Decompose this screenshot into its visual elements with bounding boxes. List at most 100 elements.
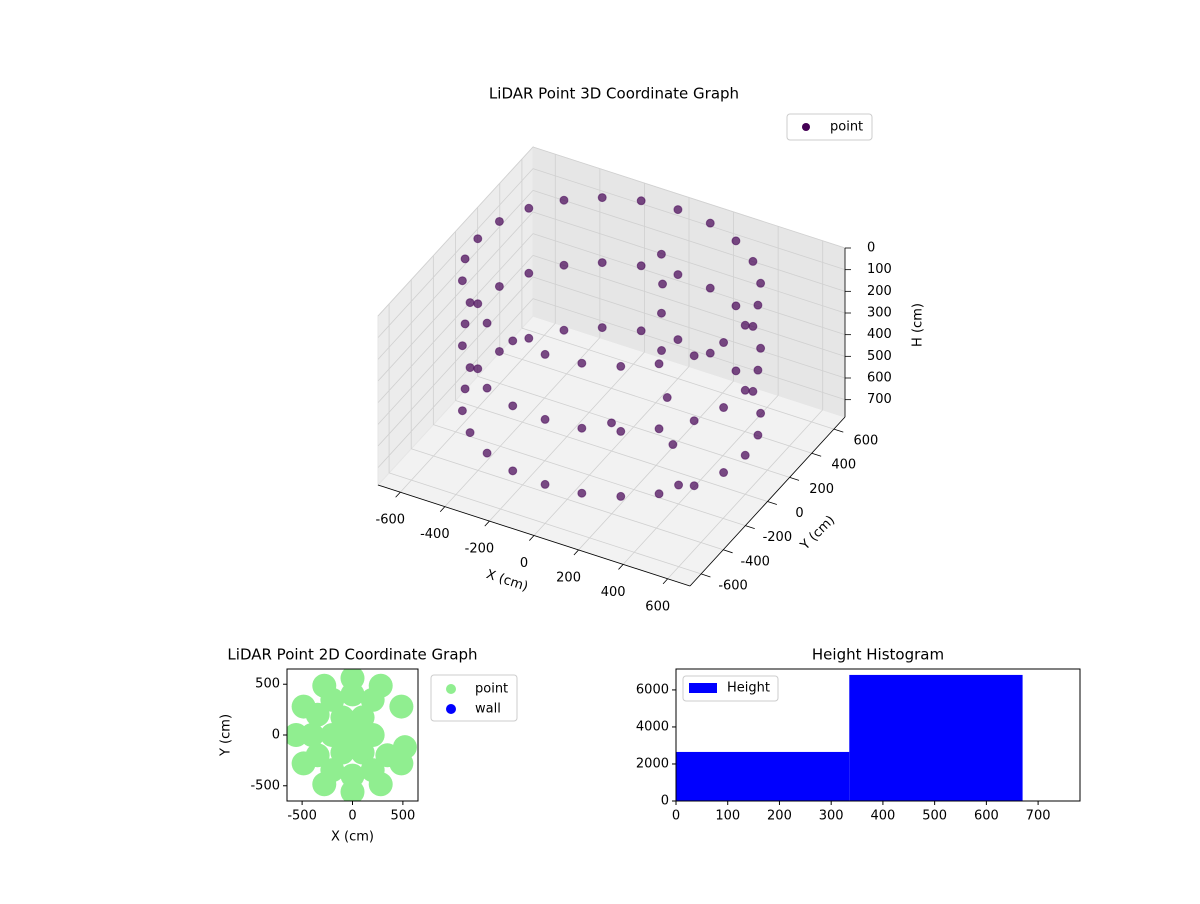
point xyxy=(636,196,646,206)
point xyxy=(508,466,518,476)
point xyxy=(656,249,666,259)
point xyxy=(559,325,569,335)
point xyxy=(291,751,316,776)
y-tick-label: -500 xyxy=(250,778,280,793)
point xyxy=(756,408,766,418)
point xyxy=(616,491,626,501)
point xyxy=(740,320,750,330)
point xyxy=(731,236,741,246)
x-tick-label: 500 xyxy=(390,809,415,824)
point xyxy=(756,278,766,288)
point xyxy=(616,426,626,436)
y-grid-line xyxy=(455,400,768,502)
point xyxy=(368,673,393,698)
x-tick-label: 100 xyxy=(715,809,740,824)
x-tick-mark xyxy=(439,506,446,512)
z-tick-label: 300 xyxy=(867,306,892,321)
point xyxy=(350,740,375,765)
legend-label: wall xyxy=(475,702,501,717)
y-tick-label: -600 xyxy=(718,578,748,593)
point xyxy=(350,705,375,730)
z-tick-label: 600 xyxy=(867,371,892,386)
legend-marker xyxy=(446,684,456,694)
point xyxy=(674,480,684,490)
point xyxy=(654,424,664,434)
z-grid-line xyxy=(377,168,534,338)
x-tick-label: 0 xyxy=(348,809,356,824)
y-grid-line xyxy=(433,424,746,527)
y-grid-line xyxy=(411,448,724,551)
y-tick-label: 600 xyxy=(854,434,879,449)
point xyxy=(291,694,316,719)
point xyxy=(457,341,467,351)
point xyxy=(753,300,763,310)
point xyxy=(482,318,492,328)
point xyxy=(597,193,607,203)
y-tick-mark xyxy=(723,549,733,554)
point xyxy=(753,365,763,375)
y-tick-label: -200 xyxy=(763,530,793,545)
chart-title: LiDAR Point 3D Coordinate Graph xyxy=(489,85,739,103)
point xyxy=(559,195,569,205)
point xyxy=(657,346,667,356)
chart-title: Height Histogram xyxy=(812,646,944,664)
y-tick-label: 500 xyxy=(255,677,280,692)
point xyxy=(494,216,504,226)
point xyxy=(508,336,518,346)
point xyxy=(540,414,550,424)
point xyxy=(748,321,758,331)
point xyxy=(705,218,715,228)
point xyxy=(392,735,417,760)
y-tick-label: 400 xyxy=(831,458,856,473)
z-grid-line xyxy=(377,146,534,317)
x-tick-label: 400 xyxy=(601,585,626,600)
point xyxy=(607,418,616,428)
axes-frame xyxy=(675,668,1081,802)
y-tick-label: 2000 xyxy=(636,756,669,771)
x-tick-mark xyxy=(662,578,669,585)
point xyxy=(330,740,355,765)
x-tick-mark xyxy=(529,535,535,541)
point xyxy=(320,723,345,747)
legend-label: point xyxy=(830,120,863,135)
z-grid-line xyxy=(377,211,534,382)
point xyxy=(340,669,365,691)
point xyxy=(389,694,414,719)
point xyxy=(689,481,699,491)
x-tick-label: 200 xyxy=(556,570,581,585)
z-grid-line xyxy=(377,190,534,360)
x-tick-label: 500 xyxy=(922,809,947,824)
point xyxy=(330,705,355,730)
point xyxy=(312,772,337,797)
point xyxy=(705,348,715,358)
z-grid-line xyxy=(532,276,846,379)
bar xyxy=(676,751,850,801)
y-tick-label: 0 xyxy=(795,506,803,521)
point xyxy=(636,326,646,336)
point xyxy=(473,299,483,309)
point xyxy=(577,423,587,433)
point xyxy=(668,440,678,450)
point xyxy=(482,448,492,458)
point xyxy=(656,308,666,318)
point xyxy=(748,386,758,396)
x-tick-label: 200 xyxy=(767,809,792,824)
x-tick-mark xyxy=(573,549,579,556)
point xyxy=(465,298,475,308)
point xyxy=(673,335,683,345)
point xyxy=(473,234,483,244)
point xyxy=(287,723,309,747)
y-grid-line xyxy=(388,472,702,575)
z-grid-line xyxy=(377,298,534,468)
x-tick-label: 700 xyxy=(1026,809,1051,824)
x-tick-mark xyxy=(484,520,490,527)
point xyxy=(460,384,470,394)
x-tick-label: 300 xyxy=(819,809,844,824)
point xyxy=(673,270,683,280)
point xyxy=(756,343,766,353)
point xyxy=(673,205,683,215)
x-tick-label: -500 xyxy=(287,809,317,824)
legend-marker xyxy=(689,683,717,693)
y-axis-line xyxy=(689,416,846,587)
z-tick-label: 400 xyxy=(867,327,892,342)
